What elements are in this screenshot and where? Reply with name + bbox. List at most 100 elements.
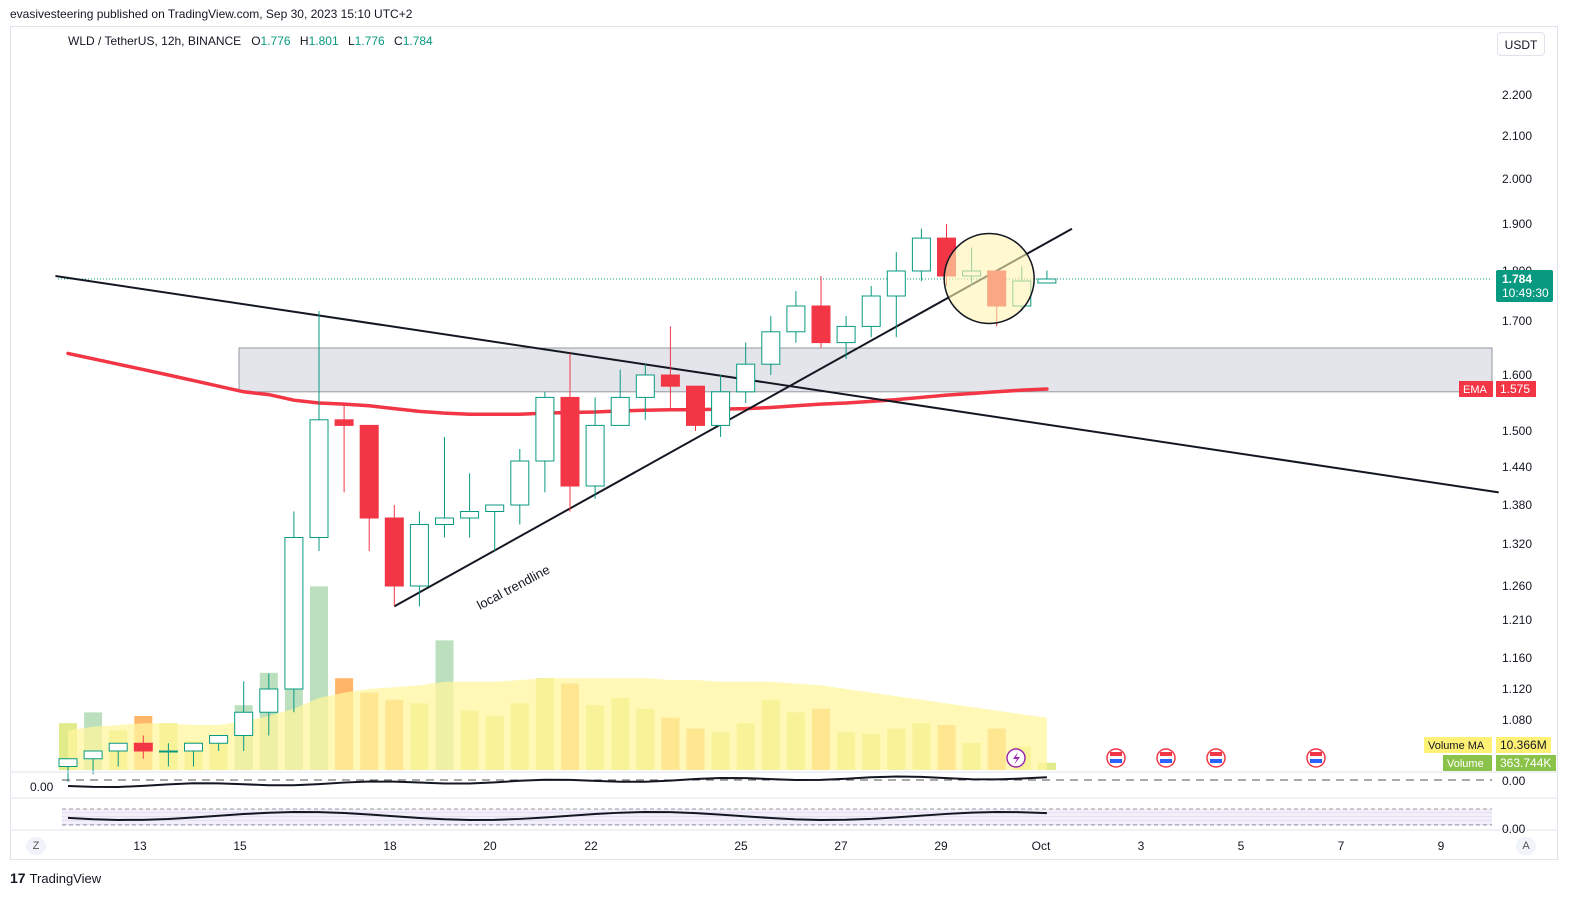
symbol-legend: WLD / TetherUS, 12h, BINANCE O1.776 H1.8…	[68, 34, 439, 48]
candle-body	[234, 711, 254, 736]
us-flag-icon	[1306, 748, 1326, 768]
candle-body	[811, 305, 831, 344]
lightning-glyph	[1013, 752, 1020, 765]
economic-event-marker	[1156, 748, 1176, 768]
symbol-title[interactable]: WLD / TetherUS, 12h, BINANCE	[68, 34, 242, 48]
candle-body	[460, 511, 480, 519]
volume-ma-value-badge	[1496, 737, 1551, 753]
candle-body	[209, 735, 229, 744]
price-tick-label: 1.380	[1502, 498, 1532, 512]
flag-stripe	[1160, 752, 1172, 756]
candle-body	[184, 742, 203, 752]
time-tick-label: 7	[1338, 839, 1345, 853]
ema-label-badge	[1459, 381, 1493, 397]
economic-event-marker	[1106, 748, 1126, 768]
price-tick-label: 1.440	[1502, 460, 1532, 474]
tradingview-logo-icon: 17	[10, 870, 26, 886]
last-price-badge	[1496, 270, 1553, 302]
candle-body	[485, 504, 505, 512]
time-tick-label: 9	[1438, 839, 1445, 853]
candle-body	[309, 419, 329, 538]
flag-stripe	[1210, 752, 1222, 756]
price-tick-label: 1.500	[1502, 424, 1532, 438]
price-tick-label: 1.320	[1502, 537, 1532, 551]
economic-event-marker	[1206, 748, 1226, 768]
price-tick-label: 2.200	[1502, 88, 1532, 102]
low-label: L	[347, 34, 355, 48]
candle-body	[535, 396, 555, 462]
footer: 17 TradingView	[10, 870, 101, 886]
countdown-value: 10:49:30	[1502, 286, 1549, 300]
time-tick-label: 15	[233, 839, 247, 853]
trendline-descending	[55, 275, 1499, 494]
candle-body	[259, 688, 279, 713]
candle-body	[133, 742, 153, 752]
candle-body	[761, 331, 781, 365]
candle-body	[108, 742, 128, 752]
osc2-band	[62, 809, 1492, 825]
price-tick-label: 1.700	[1502, 314, 1532, 328]
candle-body	[786, 305, 806, 333]
last-price-value: 1.784	[1502, 272, 1532, 286]
open-label: O	[251, 34, 261, 48]
time-tick-label: 13	[133, 839, 147, 853]
price-tick-label: 1.120	[1502, 682, 1532, 696]
volume-value: 363.744K	[1500, 756, 1551, 770]
volume-label: Volume	[1447, 758, 1484, 770]
candle-body	[158, 750, 178, 753]
osc2-line	[67, 811, 1047, 821]
currency-button[interactable]: USDT	[1497, 32, 1545, 56]
osc1-right-label: 0.00	[1502, 774, 1526, 788]
time-tick-label: 3	[1138, 839, 1145, 853]
us-flag-icon	[1106, 748, 1126, 768]
time-tick-label: 22	[584, 839, 598, 853]
candle-body	[711, 391, 731, 426]
time-tick-label: Oct	[1032, 839, 1051, 853]
candle-body	[359, 424, 379, 519]
candle-body	[435, 517, 454, 525]
economic-event-marker	[1306, 748, 1326, 768]
chart-frame	[10, 26, 1558, 860]
auto-scale-button[interactable]: A	[1516, 837, 1536, 855]
price-tick-label: 1.080	[1502, 713, 1532, 727]
time-tick-label: 25	[734, 839, 748, 853]
close-label: C	[394, 34, 403, 48]
open-value: 1.776	[260, 34, 291, 48]
volume-value-badge	[1496, 755, 1556, 771]
candle-body	[686, 385, 705, 426]
time-tick-label: 18	[383, 839, 397, 853]
price-tick-label: 1.160	[1502, 651, 1532, 665]
flag-stripe	[1310, 759, 1322, 763]
time-tick-label: 5	[1238, 839, 1245, 853]
flag-stripe	[1160, 759, 1172, 763]
ema-value: 1.575	[1500, 382, 1530, 396]
supply-demand-zone	[238, 347, 1493, 393]
price-tick-label: 2.100	[1502, 129, 1532, 143]
zoom-reset-button[interactable]: Z	[26, 837, 46, 855]
low-value: 1.776	[354, 34, 385, 48]
flag-stripe	[1310, 752, 1322, 756]
osc1-line	[67, 775, 1047, 788]
brand-name: TradingView	[29, 870, 102, 886]
volume-ma-label-badge	[1424, 737, 1492, 753]
us-flag-icon	[1206, 748, 1226, 768]
candle-body	[1037, 278, 1057, 284]
highlight-circle	[943, 232, 1035, 325]
volume-ma-area	[68, 678, 1047, 770]
candle-body	[510, 460, 530, 506]
candle-body	[585, 424, 605, 487]
ema-value-badge	[1496, 381, 1536, 397]
candle-body	[610, 396, 630, 426]
candle-body	[660, 374, 680, 387]
candle-body	[560, 396, 580, 487]
candle-body	[736, 363, 756, 393]
candle-body	[284, 537, 304, 690]
candle-body	[83, 750, 103, 760]
volume-ma-value: 10.366M	[1500, 738, 1547, 752]
candle-body	[384, 517, 404, 587]
high-label: H	[299, 34, 309, 48]
us-flag-icon	[1156, 748, 1176, 768]
candle-body	[886, 270, 906, 297]
price-tick-label: 1.600	[1502, 368, 1532, 382]
